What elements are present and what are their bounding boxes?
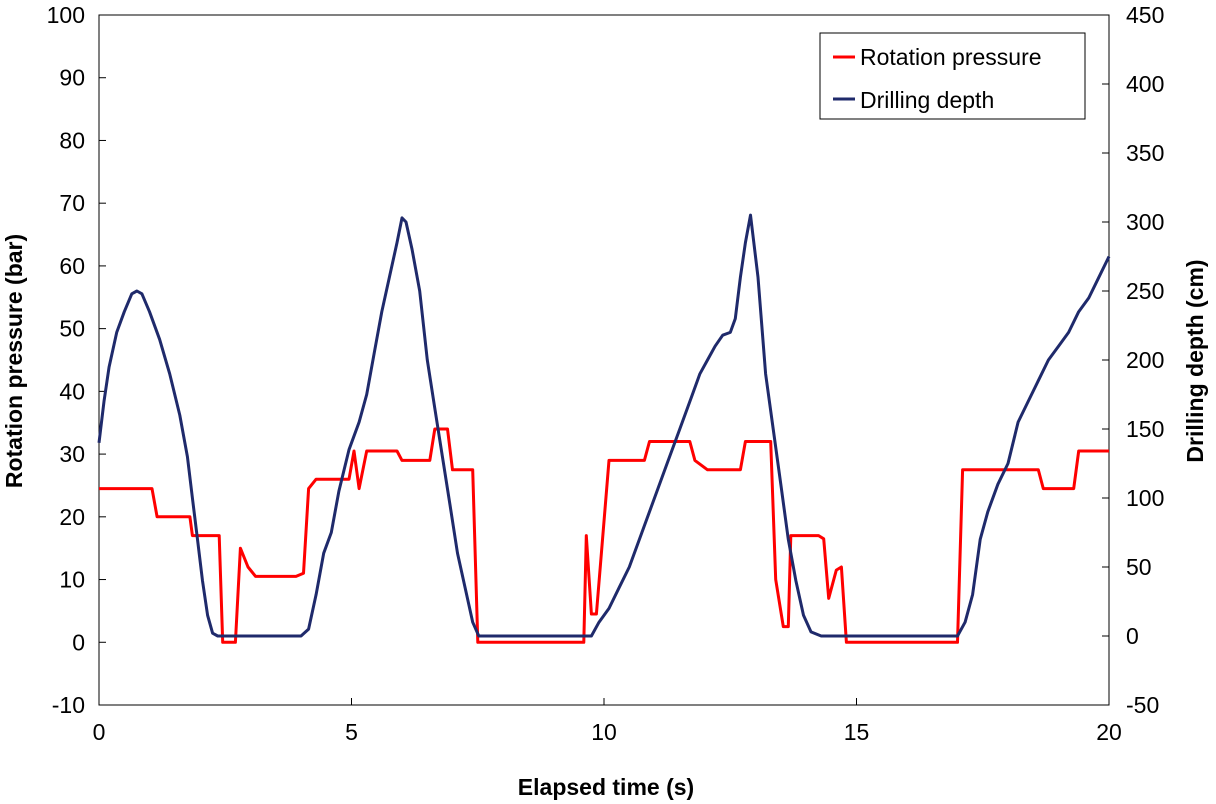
y2-tick-label: 150 [1126,416,1164,442]
y-axis-left: -10 0 10 20 30 40 50 60 70 80 90 100 [47,2,106,718]
y-tick-label: 40 [59,378,85,404]
x-axis: 0 5 10 15 20 [93,698,1122,745]
y-axis-right: -50 0 50 100 150 200 250 300 350 400 450 [1102,2,1164,718]
series-line-rotation-pressure [99,427,1109,644]
y2-tick-label: 250 [1126,278,1164,304]
y-tick-label: 20 [59,504,85,530]
x-tick-label: 15 [844,719,870,745]
y2-tick-label: 450 [1126,2,1164,28]
y-tick-label: 90 [59,65,85,91]
y2-tick-label: 100 [1126,485,1164,511]
y-tick-label: 100 [47,2,85,28]
y-tick-label: 30 [59,441,85,467]
y2-tick-label: 0 [1126,623,1139,649]
legend-box [819,32,1086,120]
x-tick-label: 10 [591,719,617,745]
y-tick-label: 70 [59,190,85,216]
legend-label-drilling-depth: Drilling depth [860,87,994,113]
y2-tick-label: 50 [1126,554,1152,580]
y2-tick-label: -50 [1126,692,1159,718]
series-line-drilling-depth [97,213,1111,638]
y2-tick-label: 400 [1126,71,1164,97]
x-axis-title: Elapsed time (s) [518,774,694,800]
y-tick-label: 60 [59,253,85,279]
legend: Rotation pressure Drilling depth [819,32,1086,120]
series-layer [97,213,1111,644]
y-axis-left-title: Rotation pressure (bar) [1,234,27,488]
x-tick-label: 5 [345,719,358,745]
y-tick-label: -10 [52,692,85,718]
y-axis-right-title: Drilling depth (cm) [1182,259,1208,462]
legend-label-rotation-pressure: Rotation pressure [860,44,1042,70]
y2-tick-label: 300 [1126,209,1164,235]
y-tick-label: 50 [59,316,85,342]
y2-tick-label: 200 [1126,347,1164,373]
y2-tick-label: 350 [1126,140,1164,166]
x-tick-label: 0 [93,719,106,745]
x-tick-label: 20 [1096,719,1122,745]
y-tick-label: 10 [59,567,85,593]
y-tick-label: 80 [59,127,85,153]
y-tick-label: 0 [72,629,85,655]
